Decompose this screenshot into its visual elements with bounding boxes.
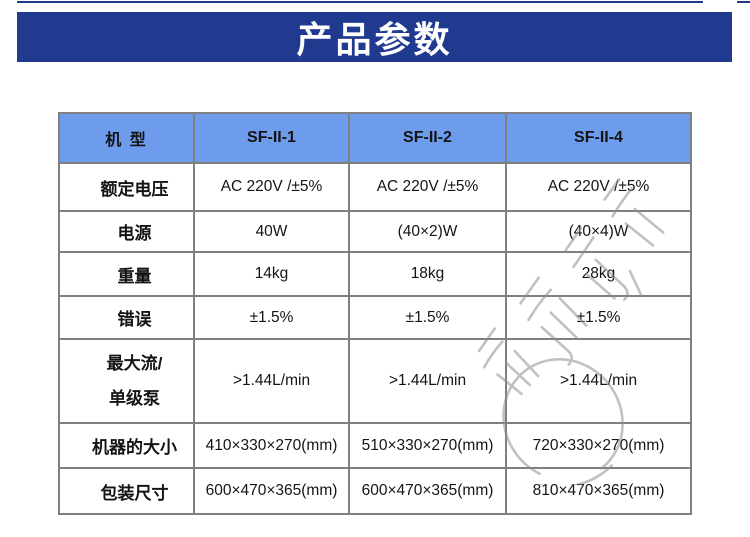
- row-label-machine-size: 机器的大小: [58, 422, 195, 469]
- cell-value: 28kg: [505, 251, 692, 297]
- title-banner: 产品参数: [17, 12, 732, 62]
- cell-value: AC 220V /±5%: [193, 162, 350, 212]
- cell-value: (40×2)W: [348, 210, 507, 253]
- cell-value: 600×470×365(mm): [193, 467, 350, 515]
- cell-value: 18kg: [348, 251, 507, 297]
- table-row-rated-voltage: 额定电压 AC 220V /±5% AC 220V /±5% AC 220V /…: [58, 162, 692, 212]
- cell-value: 40W: [193, 210, 350, 253]
- table-row-power: 电源 40W (40×2)W (40×4)W: [58, 210, 692, 253]
- header-model-sf-ii-2: SF-II-2: [348, 112, 507, 164]
- row-label-power: 电源: [58, 210, 195, 253]
- row-label-rated-voltage: 额定电压: [58, 162, 195, 212]
- header-model-sf-ii-4: SF-II-4: [505, 112, 692, 164]
- spec-table: 机 型 SF-II-1 SF-II-2 SF-II-4 额定电压 AC 220V…: [58, 112, 692, 515]
- top-divider-line: [17, 1, 703, 3]
- cell-value: ±1.5%: [505, 295, 692, 340]
- header-model-label: 机 型: [58, 112, 195, 164]
- row-label-package-size: 包装尺寸: [58, 467, 195, 515]
- cell-value: 720×330×270(mm): [505, 422, 692, 469]
- table-row-max-flow: 最大流/ 单级泵 >1.44L/min >1.44L/min >1.44L/mi…: [58, 338, 692, 424]
- cell-value: 600×470×365(mm): [348, 467, 507, 515]
- top-divider-line-fragment: [737, 1, 750, 3]
- row-label-line-1: 最大流/: [106, 354, 163, 373]
- row-label-line-2: 单级泵: [109, 389, 160, 408]
- cell-value: AC 220V /±5%: [505, 162, 692, 212]
- cell-value: >1.44L/min: [505, 338, 692, 424]
- row-label-max-flow: 最大流/ 单级泵: [58, 338, 195, 424]
- table-row-error: 错误 ±1.5% ±1.5% ±1.5%: [58, 295, 692, 340]
- row-label-error: 错误: [58, 295, 195, 340]
- cell-value: (40×4)W: [505, 210, 692, 253]
- cell-value: >1.44L/min: [193, 338, 350, 424]
- table-row-machine-size: 机器的大小 410×330×270(mm) 510×330×270(mm) 72…: [58, 422, 692, 469]
- cell-value: ±1.5%: [193, 295, 350, 340]
- header-model-sf-ii-1: SF-II-1: [193, 112, 350, 164]
- table-row-weight: 重量 14kg 18kg 28kg: [58, 251, 692, 297]
- table-row-package-size: 包装尺寸 600×470×365(mm) 600×470×365(mm) 810…: [58, 467, 692, 515]
- cell-value: 810×470×365(mm): [505, 467, 692, 515]
- cell-value: 410×330×270(mm): [193, 422, 350, 469]
- cell-value: 14kg: [193, 251, 350, 297]
- cell-value: 510×330×270(mm): [348, 422, 507, 469]
- cell-value: AC 220V /±5%: [348, 162, 507, 212]
- page-title: 产品参数: [296, 19, 453, 60]
- table-header-row: 机 型 SF-II-1 SF-II-2 SF-II-4: [58, 112, 692, 164]
- row-label-weight: 重量: [58, 251, 195, 297]
- cell-value: ±1.5%: [348, 295, 507, 340]
- cell-value: >1.44L/min: [348, 338, 507, 424]
